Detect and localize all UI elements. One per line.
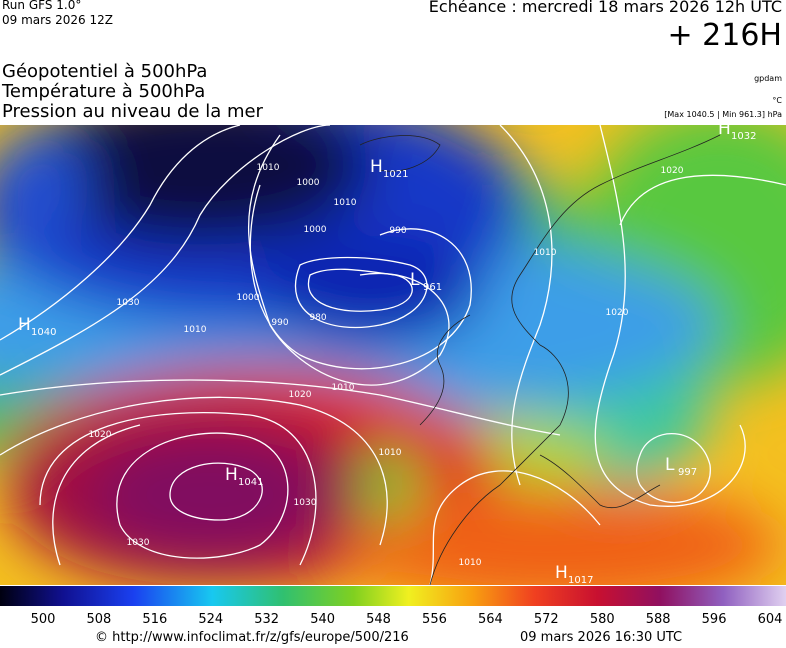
isobar-label: 1000 [304, 225, 327, 235]
coastlines [359, 134, 721, 585]
unit: gpdam [754, 74, 782, 83]
isobar-label: 1030 [127, 538, 150, 548]
unit: [Max 1040.5 | Min 961.3] hPa [664, 110, 782, 119]
center-letter: L [410, 270, 420, 290]
isobar-label: 980 [309, 313, 326, 323]
isobar-label: 1000 [237, 293, 260, 303]
pressure-center: H 1041 [225, 465, 263, 488]
title: Température à 500hPa [2, 81, 206, 102]
scale-tick-label: 572 [534, 612, 559, 626]
center-value: 961 [423, 282, 442, 293]
isobar-label: 1020 [606, 308, 629, 318]
scale-tick-label: 596 [702, 612, 727, 626]
title: Géopotentiel à 500hPa [2, 61, 208, 82]
valid-time: Echéance : mercredi 18 mars 2026 12h UTC [428, 0, 782, 16]
isobar-label: 1030 [117, 298, 140, 308]
center-letter: L [665, 455, 675, 475]
center-value: 1032 [731, 131, 756, 142]
isobar-label: 1010 [379, 448, 402, 458]
isobar-label: 990 [389, 226, 406, 236]
pressure-center: H 1040 [18, 315, 56, 338]
center-letter: H [555, 563, 568, 583]
field [0, 125, 786, 585]
scale-tick-label: 564 [478, 612, 503, 626]
isobar-label: 1030 [294, 498, 317, 508]
scale-tick-label: 540 [310, 612, 335, 626]
scale-tick-label: 508 [87, 612, 112, 626]
scale-tick-label: 588 [646, 612, 671, 626]
isobar-label: 1010 [334, 198, 357, 208]
isobar-label: 1010 [332, 383, 355, 393]
colorbar: 500 508 516 524 532 540 548 556 564 572 580 588 596 6… [0, 586, 786, 626]
lead-time: + 216H [667, 18, 783, 53]
center-letter: H [225, 465, 238, 485]
issue-date: 09 mars 2026 16:30 UTC [520, 630, 683, 645]
center-letter: H [18, 315, 31, 335]
center-value: 1040 [31, 327, 56, 338]
pressure-center: H 1021 [370, 157, 408, 180]
scale-tick-label: 516 [142, 612, 167, 626]
isobar-label: 1000 [297, 178, 320, 188]
center-value: 1041 [238, 477, 263, 488]
scale-tick-label: 500 [31, 612, 56, 626]
scale-tick-label: 556 [422, 612, 447, 626]
isobar-label: 1020 [89, 430, 112, 440]
pressure-center: H 1032 [718, 125, 756, 142]
scale-tick-label: 532 [254, 612, 279, 626]
isobar-label: 1020 [661, 166, 684, 176]
center-letter: H [718, 125, 731, 139]
isobar-label: 1010 [534, 248, 557, 258]
center-letter: H [370, 157, 383, 177]
colorbar-swatches [0, 586, 786, 606]
pressure-center: L 961 [410, 270, 442, 293]
scale-tick-label: 604 [758, 612, 783, 626]
unit: °C [772, 96, 782, 105]
pressure-center: L 997 [665, 455, 697, 478]
scale-tick-label: 524 [198, 612, 223, 626]
scale-tick-label: 548 [366, 612, 391, 626]
center-value: 1021 [383, 169, 408, 180]
isobar-label: 1010 [459, 558, 482, 568]
scale-tick-label: 580 [590, 612, 615, 626]
title: Pression au niveau de la mer [2, 101, 263, 122]
pressure-center: H 1017 [555, 563, 593, 585]
isobar-label: 1010 [184, 325, 207, 335]
source-url: © http://www.infoclimat.fr/z/gfs/europe/… [95, 630, 409, 645]
isobars [0, 125, 786, 585]
run: Run GFS 1.0° [2, 0, 82, 12]
center-value: 1017 [568, 575, 593, 585]
isobar-label: 1020 [289, 390, 312, 400]
isobar-label: 990 [271, 318, 288, 328]
center-value: 997 [678, 467, 697, 478]
run-date: 09 mars 2026 12Z [2, 13, 113, 27]
isobar-label: 1010 [257, 163, 280, 173]
